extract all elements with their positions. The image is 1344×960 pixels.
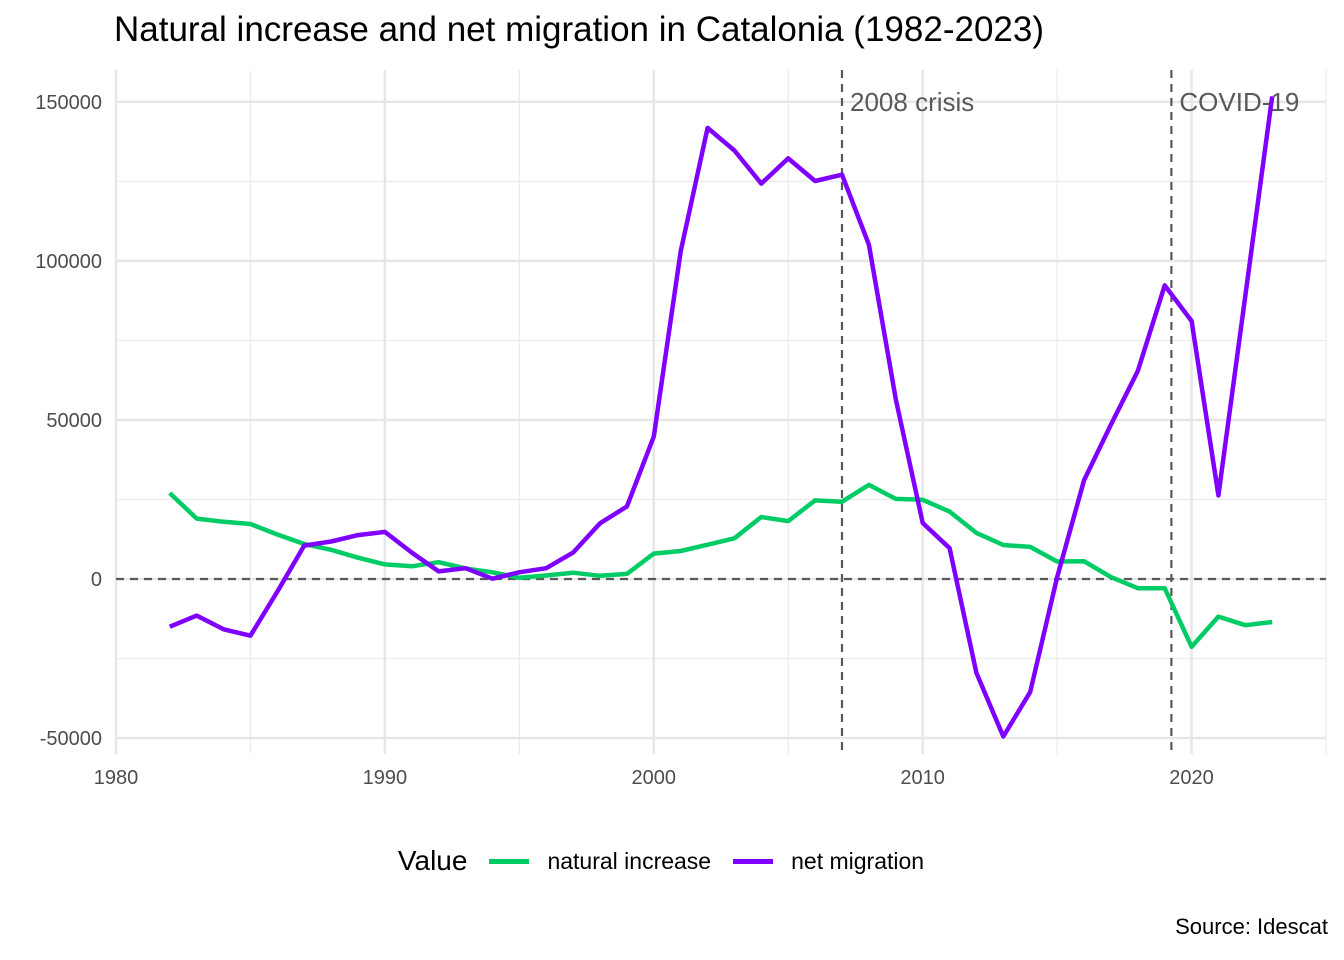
chart-title: Natural increase and net migration in Ca… <box>114 10 1044 49</box>
y-tick-label: 0 <box>91 569 102 591</box>
annotation-labels: 2008 crisis COVID-19 <box>850 87 1299 117</box>
legend-item-net-migration: net migration <box>733 848 924 875</box>
y-tick-label: 150000 <box>35 92 102 114</box>
legend: Value natural increase net migration <box>0 845 1344 877</box>
x-tick-label: 2010 <box>900 767 945 789</box>
y-tick-label: 100000 <box>35 251 102 273</box>
series-line-net-migration <box>168 96 1275 739</box>
legend-key-natural-increase <box>489 858 530 864</box>
y-axis-tick-labels: -50000 0 50000 100000 150000 <box>35 92 102 750</box>
annotation-label-covid-19: COVID-19 <box>1179 87 1299 117</box>
minor-gridlines <box>116 70 1327 754</box>
legend-label-net-migration: net migration <box>791 847 925 874</box>
y-tick-label: 50000 <box>46 410 102 432</box>
legend-item-natural-increase: natural increase <box>489 848 711 875</box>
annotation-label-2008-crisis: 2008 crisis <box>850 87 974 117</box>
series-lines <box>168 96 1275 739</box>
x-tick-label: 1990 <box>363 767 408 789</box>
major-gridlines <box>114 70 1326 754</box>
series-line-natural-increase <box>168 482 1273 650</box>
x-tick-label: 2020 <box>1169 767 1214 789</box>
x-tick-label: 1980 <box>94 767 139 789</box>
legend-key-net-migration <box>733 858 774 864</box>
source-caption: Source: Idescat <box>1175 914 1328 939</box>
x-axis-tick-labels: 1980 1990 2000 2010 2020 <box>94 767 1214 789</box>
reference-lines <box>116 70 1326 754</box>
y-tick-label: -50000 <box>40 728 102 750</box>
legend-label-natural-increase: natural increase <box>547 847 712 874</box>
legend-title: Value <box>397 845 468 876</box>
x-tick-label: 2000 <box>632 767 677 789</box>
